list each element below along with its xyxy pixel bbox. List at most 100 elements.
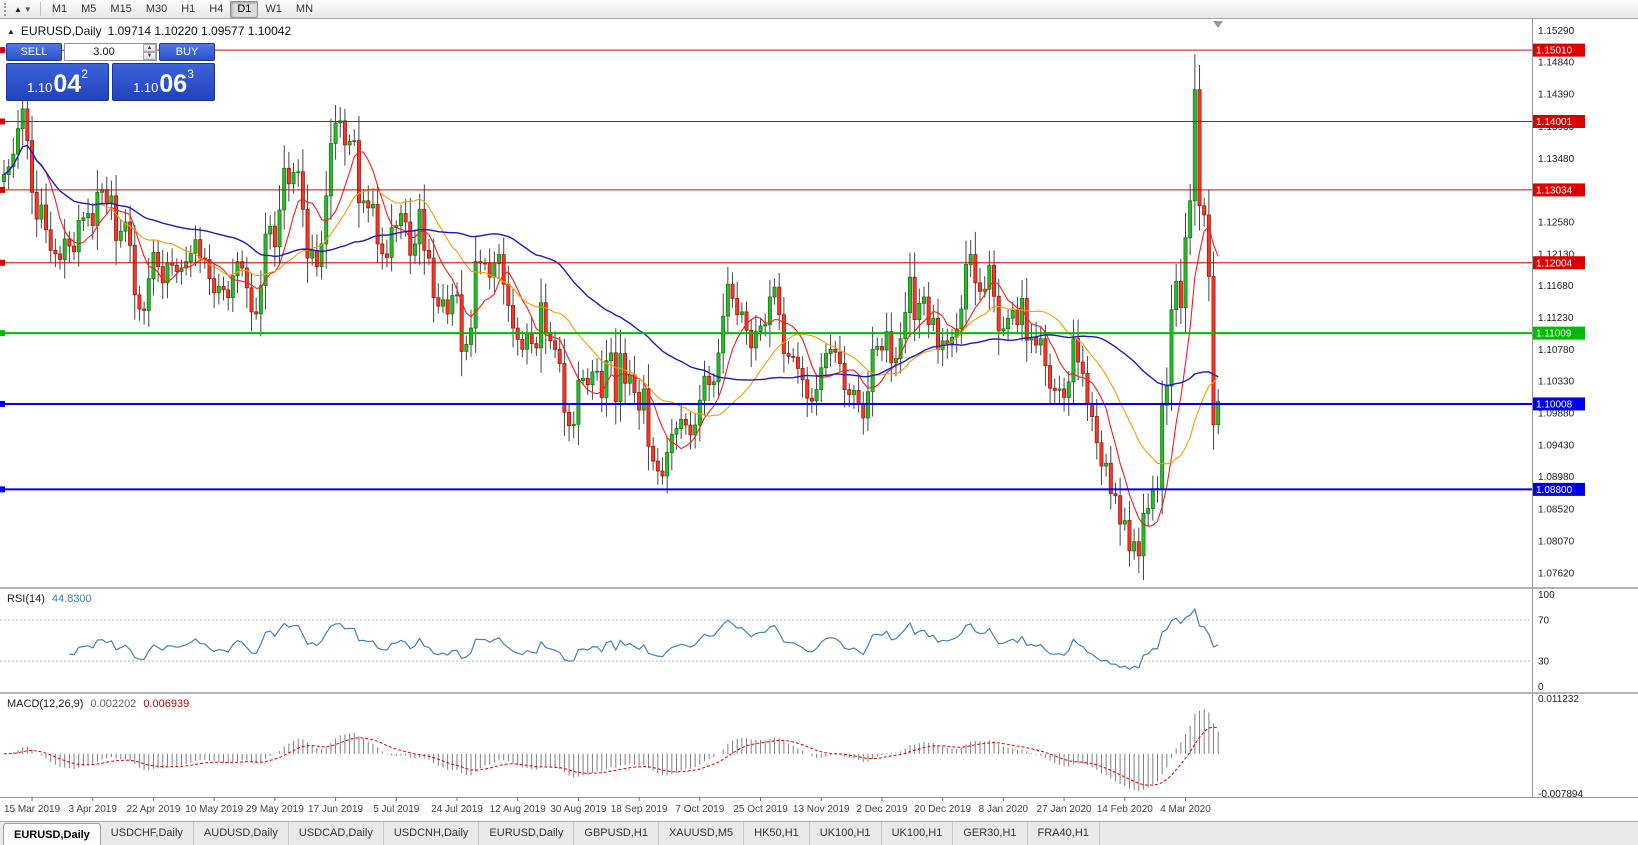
volume-value[interactable]: 3.00: [93, 46, 115, 58]
chart-tab-4-usdcnh-daily[interactable]: USDCNH,Daily: [384, 822, 480, 845]
price-tick: 1.07620: [1538, 568, 1575, 579]
panel-splitter-rsi[interactable]: [0, 587, 1638, 589]
buy-button[interactable]: BUY: [159, 43, 215, 61]
buy-price-display[interactable]: 1.10 06 3: [112, 63, 215, 101]
chart-period-icon[interactable]: ▲: [14, 4, 22, 14]
moving-average-8[interactable]: [3, 145, 1219, 527]
svg-text:17 Jun 2019: 17 Jun 2019: [308, 804, 363, 815]
timeframe-buttons: M1 M5 M15 M30 H1 H4 D1 W1 MN: [45, 0, 320, 18]
sell-price-pipette: 2: [81, 67, 88, 81]
price-tick: 1.14390: [1538, 89, 1575, 100]
chart-tab-9-uk100-h1[interactable]: UK100,H1: [810, 822, 882, 845]
svg-text:5 Jul 2019: 5 Jul 2019: [373, 804, 420, 815]
chart-shift-marker-icon[interactable]: [1213, 21, 1223, 28]
svg-text:8 Jan 2020: 8 Jan 2020: [979, 804, 1029, 815]
chart-tab-1-usdchf-daily[interactable]: USDCHF,Daily: [101, 822, 194, 845]
macd-signal-line: [3, 726, 1219, 786]
price-tick: 1.09430: [1538, 440, 1575, 451]
timeframe-m5-button[interactable]: M5: [74, 1, 103, 18]
timeframe-mn-button[interactable]: MN: [289, 1, 320, 18]
timeframe-w1-button[interactable]: W1: [258, 1, 289, 18]
buy-price-pipette: 3: [187, 67, 194, 81]
svg-text:10 May 2019: 10 May 2019: [185, 804, 243, 815]
chart-title: ▲ EURUSD,Daily 1.09714 1.10220 1.09577 1…: [7, 24, 291, 38]
window-collapse-icon[interactable]: ▲: [7, 26, 15, 36]
svg-text:30: 30: [1538, 657, 1550, 668]
svg-text:0.011232: 0.011232: [1538, 694, 1579, 705]
buy-price-prefix: 1.10: [133, 80, 159, 95]
price-tick: 1.09880: [1538, 408, 1575, 419]
chart-ohlc-readout: 1.09714 1.10220 1.09577 1.10042: [107, 24, 292, 38]
chart-tab-10-uk100-h1[interactable]: UK100,H1: [882, 822, 954, 845]
svg-text:24 Jul 2019: 24 Jul 2019: [431, 804, 483, 815]
svg-text:0: 0: [1538, 682, 1544, 693]
rsi-line: [69, 607, 1219, 671]
chart-tab-6-gbpusd-h1[interactable]: GBPUSD,H1: [574, 822, 659, 845]
svg-text:3 Apr 2019: 3 Apr 2019: [69, 804, 118, 815]
svg-text:-0.007894: -0.007894: [1538, 789, 1583, 800]
svg-text:4 Mar 2020: 4 Mar 2020: [1160, 804, 1211, 815]
chart-window: 1.076201.152901.148401.143901.139301.134…: [0, 19, 1638, 821]
svg-text:20 Dec 2019: 20 Dec 2019: [914, 804, 971, 815]
chart-tab-3-usdcad-daily[interactable]: USDCAD,Daily: [289, 822, 384, 845]
sell-button[interactable]: SELL: [6, 43, 62, 61]
price-tick: 1.10330: [1538, 377, 1575, 388]
svg-text:1.08800: 1.08800: [1536, 485, 1573, 496]
rsi-name: RSI(14): [7, 593, 45, 605]
price-tag-1.14001: [1533, 114, 1585, 128]
price-tag-1.12004: [1533, 256, 1585, 270]
price-tag-1.15010: [1533, 43, 1585, 57]
timeframe-h4-button[interactable]: H4: [202, 1, 230, 18]
volume-spinner: ▲ ▼: [143, 44, 156, 60]
price-tick: 1.15290: [1538, 26, 1575, 37]
svg-text:1.12004: 1.12004: [1536, 258, 1573, 269]
svg-text:1.14001: 1.14001: [1536, 117, 1573, 128]
svg-text:2 Dec 2019: 2 Dec 2019: [856, 804, 908, 815]
chart-canvas[interactable]: 1.076201.152901.148401.143901.139301.134…: [0, 19, 1638, 821]
chart-background: [0, 19, 1638, 821]
timeframe-m15-button[interactable]: M15: [103, 1, 138, 18]
moving-average-21[interactable]: [3, 145, 1219, 465]
toolbar-grip-handle[interactable]: [4, 2, 8, 16]
volume-down-button[interactable]: ▼: [143, 52, 156, 60]
svg-text:70: 70: [1538, 615, 1550, 626]
svg-text:27 Jan 2020: 27 Jan 2020: [1037, 804, 1092, 815]
price-tick: 1.08520: [1538, 505, 1575, 516]
chart-tab-0-eurusd-daily[interactable]: EURUSD,Daily: [3, 823, 101, 845]
moving-average-50[interactable]: [3, 144, 1219, 387]
svg-text:1.11009: 1.11009: [1536, 329, 1572, 340]
sell-price-pips: 04: [53, 70, 82, 98]
chart-tab-7-xauusd-m5[interactable]: XAUUSD,M5: [659, 822, 745, 845]
svg-text:30 Aug 2019: 30 Aug 2019: [550, 804, 607, 815]
timeframe-d1-button[interactable]: D1: [230, 0, 259, 18]
svg-text:29 May 2019: 29 May 2019: [246, 804, 304, 815]
timeframe-m30-button[interactable]: M30: [139, 1, 174, 18]
timeframe-h1-button[interactable]: H1: [174, 1, 202, 18]
timeframe-m1-button[interactable]: M1: [45, 1, 74, 18]
chart-tab-2-audusd-daily[interactable]: AUDUSD,Daily: [194, 822, 289, 845]
rsi-value: 44.8300: [51, 593, 92, 605]
price-tick: 1.13480: [1538, 154, 1575, 165]
hlines-layer[interactable]: 1.150101.140011.130341.120041.110091.100…: [0, 43, 1585, 496]
macd-name: MACD(12,26,9): [7, 698, 84, 710]
chart-tab-8-hk50-h1[interactable]: HK50,H1: [744, 822, 810, 845]
svg-text:15 Mar 2019: 15 Mar 2019: [4, 804, 61, 815]
toolbar-dropdown-caret-icon[interactable]: ▼: [23, 4, 32, 14]
one-click-trading-panel: SELL 3.00 ▲ ▼ BUY 1.10 04 2 1.10 06 3: [6, 43, 215, 101]
date-axis[interactable]: 15 Mar 2019 3 Apr 2019 22 Apr 2019 10 May 2…: [4, 797, 1211, 815]
price-axis[interactable]: 1.07620: [1538, 568, 1575, 579]
panel-splitter-macd[interactable]: [0, 692, 1638, 694]
chart-tab-12-fra40-h1[interactable]: FRA40,H1: [1028, 822, 1100, 845]
chart-tab-5-eurusd-daily[interactable]: EURUSD,Daily: [479, 822, 575, 845]
svg-text:13 Nov 2019: 13 Nov 2019: [793, 804, 850, 815]
price-tick: 1.10780: [1538, 345, 1575, 356]
price-tick: 1.14840: [1538, 58, 1575, 69]
macd-indicator-label: MACD(12,26,9) 0.002202 0.006939: [7, 698, 189, 710]
chart-tab-11-ger30-h1[interactable]: GER30,H1: [953, 822, 1028, 845]
svg-text:25 Oct 2019: 25 Oct 2019: [733, 804, 788, 815]
price-tick: 1.11680: [1538, 281, 1574, 292]
sell-price-display[interactable]: 1.10 04 2: [6, 63, 109, 101]
volume-up-button[interactable]: ▲: [143, 44, 156, 52]
volume-field[interactable]: 3.00 ▲ ▼: [64, 43, 157, 61]
price-tick: 1.12130: [1538, 249, 1575, 260]
